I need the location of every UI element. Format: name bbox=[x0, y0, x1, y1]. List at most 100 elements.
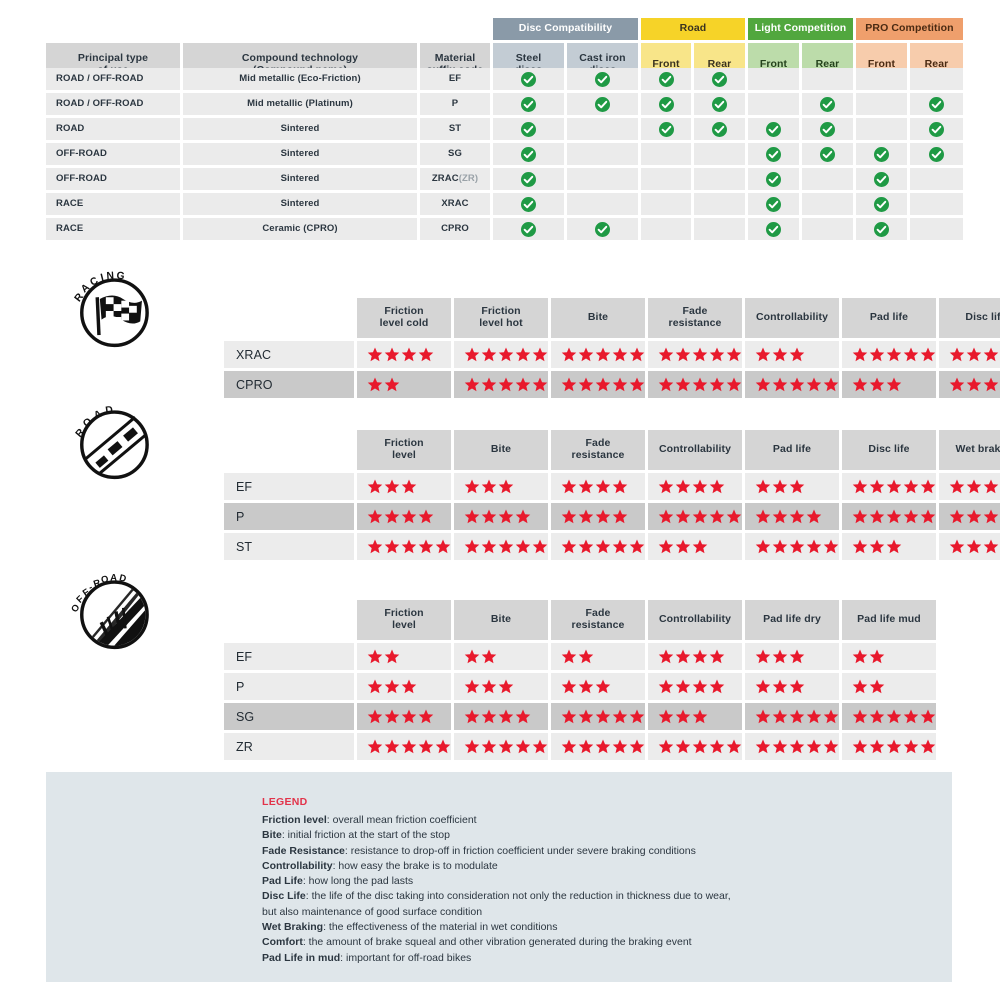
star-icon bbox=[561, 479, 577, 494]
star-icon bbox=[692, 377, 708, 392]
star-icon bbox=[806, 709, 822, 724]
check-icon bbox=[874, 221, 889, 237]
star-icon bbox=[709, 509, 725, 524]
row-code-5: ZRAC (ZR) bbox=[420, 168, 490, 190]
star-icon bbox=[658, 377, 674, 392]
star-cell-ST-c2 bbox=[454, 533, 548, 560]
svg-text:-: - bbox=[87, 582, 95, 593]
star-rating bbox=[561, 377, 645, 392]
check-icon bbox=[820, 96, 835, 112]
star-icon bbox=[852, 679, 868, 694]
star-rating bbox=[949, 479, 1000, 494]
star-rating bbox=[949, 539, 1000, 554]
star-icon bbox=[692, 539, 708, 554]
star-cell-XRAC-c3 bbox=[551, 341, 645, 368]
star-icon bbox=[532, 539, 548, 554]
star-rating bbox=[561, 679, 611, 694]
star-cell-EF-c6 bbox=[842, 473, 936, 500]
compat-cell-r6-c2 bbox=[567, 193, 638, 215]
star-cell-ZR-c3 bbox=[551, 733, 645, 760]
row-use-5: OFF-ROAD bbox=[46, 168, 180, 190]
star-icon bbox=[464, 479, 480, 494]
group-header-spacer bbox=[46, 18, 490, 40]
star-icon bbox=[401, 739, 417, 754]
star-icon bbox=[367, 509, 383, 524]
star-rating bbox=[367, 479, 417, 494]
star-icon bbox=[966, 509, 982, 524]
compat-cell-r3-c7 bbox=[856, 118, 907, 140]
star-icon bbox=[966, 377, 982, 392]
star-icon bbox=[806, 509, 822, 524]
star-icon bbox=[772, 679, 788, 694]
svg-text:O: O bbox=[100, 574, 109, 586]
check-icon bbox=[929, 146, 944, 162]
star-icon bbox=[903, 709, 919, 724]
compat-cell-r4-c8 bbox=[910, 143, 963, 165]
star-icon bbox=[595, 679, 611, 694]
compat-cell-r5-c6 bbox=[802, 168, 853, 190]
svg-text:N: N bbox=[106, 271, 114, 282]
star-icon bbox=[920, 709, 936, 724]
svg-text:G: G bbox=[116, 270, 125, 282]
star-rating bbox=[658, 347, 742, 362]
star-rating bbox=[464, 377, 548, 392]
star-cell-EF-c5 bbox=[745, 473, 839, 500]
check-icon bbox=[595, 221, 610, 237]
star-icon bbox=[384, 649, 400, 664]
star-icon bbox=[367, 377, 383, 392]
star-cell-XRAC-c1 bbox=[357, 341, 451, 368]
row-code-7: CPRO bbox=[420, 218, 490, 240]
star-icon bbox=[755, 739, 771, 754]
star-rating bbox=[949, 347, 999, 362]
star-icon bbox=[401, 709, 417, 724]
svg-text:A: A bbox=[93, 409, 105, 422]
star-cell-P-c4 bbox=[648, 673, 742, 700]
star-icon bbox=[675, 377, 691, 392]
star-icon bbox=[418, 347, 434, 362]
star-row-name-P: P bbox=[224, 503, 354, 530]
check-icon bbox=[766, 171, 781, 187]
svg-text:F: F bbox=[74, 594, 86, 606]
star-row-name-CPRO: CPRO bbox=[224, 371, 354, 398]
legend-entry-1: Friction level: overall mean friction co… bbox=[262, 813, 922, 828]
star-cell-P-c3 bbox=[551, 503, 645, 530]
star-icon bbox=[464, 739, 480, 754]
star-icon bbox=[481, 679, 497, 694]
legend-entry-7: but also maintenance of good surface con… bbox=[262, 905, 922, 920]
legend-term: Pad Life bbox=[262, 875, 303, 888]
star-icon bbox=[966, 479, 982, 494]
star-icon bbox=[983, 377, 999, 392]
star-icon bbox=[578, 679, 594, 694]
star-cell-ZR-c2 bbox=[454, 733, 548, 760]
legend-term: Pad Life in mud bbox=[262, 951, 341, 964]
star-icon bbox=[401, 479, 417, 494]
star-rating bbox=[367, 509, 434, 524]
star-rating bbox=[755, 509, 822, 524]
star-icon bbox=[367, 679, 383, 694]
row-compound-5: Sintered bbox=[183, 168, 417, 190]
star-rating bbox=[852, 679, 885, 694]
compat-cell-r1-c2 bbox=[567, 68, 638, 90]
star-icon bbox=[464, 649, 480, 664]
check-icon bbox=[658, 96, 674, 112]
group-header-road: Road bbox=[641, 18, 745, 40]
star-rating bbox=[367, 347, 434, 362]
star-icon bbox=[869, 347, 885, 362]
star-icon bbox=[595, 377, 611, 392]
star-rating bbox=[658, 739, 742, 754]
star-icon bbox=[823, 539, 839, 554]
check-icon bbox=[766, 196, 781, 212]
star-icon bbox=[367, 739, 383, 754]
star-header-spacer bbox=[224, 600, 354, 640]
racing-table: Friction level cold Friction level hot Bite F… bbox=[224, 298, 1000, 398]
star-icon bbox=[886, 347, 902, 362]
star-col-header-1: Friction level bbox=[357, 430, 451, 470]
star-col-header-2: Bite bbox=[454, 600, 548, 640]
compat-cell-r3-c6 bbox=[802, 118, 853, 140]
row-use-4: OFF-ROAD bbox=[46, 143, 180, 165]
star-col-header-1: Friction level bbox=[357, 600, 451, 640]
star-icon bbox=[852, 509, 868, 524]
star-icon bbox=[515, 509, 531, 524]
compat-cell-r6-c1 bbox=[493, 193, 564, 215]
road-table: Friction level Bite Fade resistance Controlla… bbox=[224, 430, 1000, 560]
